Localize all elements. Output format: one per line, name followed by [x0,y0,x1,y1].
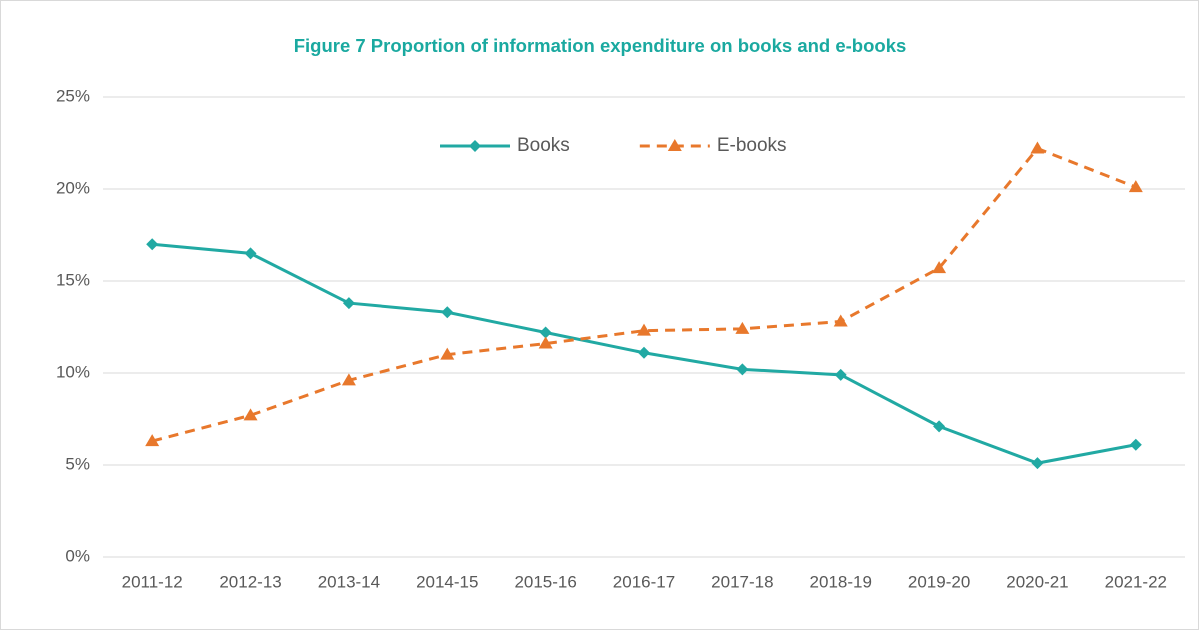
data-point [1031,457,1044,470]
chart-title: Figure 7 Proportion of information expen… [294,35,907,56]
data-point [146,238,159,251]
y-tick-label: 20% [56,178,90,197]
y-tick-label: 25% [56,86,90,105]
legend-marker [469,140,481,152]
data-point [440,347,455,360]
data-point [736,363,749,376]
x-tick-label: 2021-22 [1105,572,1167,591]
series-line [151,146,1137,443]
x-tick-label: 2011-12 [122,572,183,591]
data-point [933,420,946,433]
legend-marker [667,139,682,151]
x-tick-label: 2013-14 [318,572,380,591]
data-point [735,321,750,334]
x-tick-label: 2016-17 [613,572,675,591]
data-point [1129,438,1142,451]
data-point [539,326,552,339]
x-tick-label: 2015-16 [514,572,576,591]
y-tick-label: 0% [65,546,90,565]
data-point [145,434,160,447]
x-tick-label: 2012-13 [219,572,281,591]
x-tick-label: 2017-18 [711,572,773,591]
data-point [833,314,848,327]
x-tick-label: 2014-15 [416,572,478,591]
y-tick-label: 10% [56,362,90,381]
legend-label: Books [517,135,570,156]
x-tick-label: 2020-21 [1006,572,1068,591]
legend-label: E-books [717,135,787,156]
data-point [244,247,257,260]
x-tick-label: 2019-20 [908,572,970,591]
y-tick-label: 15% [56,270,90,289]
data-point [932,261,947,274]
x-tick-label: 2018-19 [810,572,872,591]
data-point [243,408,258,421]
data-point [637,323,651,336]
data-point [342,297,355,310]
data-point [441,306,454,319]
data-point [1128,180,1143,193]
data-point [341,373,356,386]
data-point [538,336,553,349]
data-point [834,368,847,381]
y-tick-label: 5% [65,454,90,473]
data-point [638,346,650,359]
data-point [1030,141,1045,154]
